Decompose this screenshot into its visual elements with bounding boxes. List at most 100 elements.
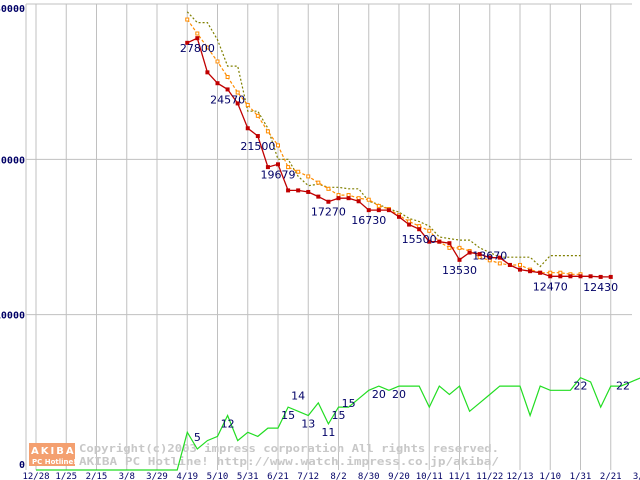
data-label: 17270	[311, 206, 346, 219]
data-label: 22	[616, 380, 630, 393]
x-tick-label: 3/8	[119, 472, 135, 480]
data-label: 19679	[261, 168, 296, 181]
min-price-marker	[215, 81, 220, 86]
data-label: 15	[342, 397, 356, 410]
min-price-marker	[397, 214, 401, 219]
min-price-marker	[518, 267, 522, 272]
data-label: 5	[194, 431, 201, 444]
average-price-marker	[497, 261, 502, 266]
data-label: 16730	[351, 214, 386, 227]
min-price-marker	[608, 274, 613, 279]
data-label: 15500	[402, 233, 437, 246]
x-tick-label: 11/1	[449, 472, 471, 480]
min-price-marker	[386, 208, 391, 213]
min-price-marker	[417, 227, 422, 232]
x-tick-label: 5/10	[207, 472, 229, 480]
data-label: 12	[221, 417, 235, 430]
min-price-marker	[528, 269, 533, 274]
data-labels: 27800 24570 21500 19679 17270 16730 15500 13530…	[180, 42, 630, 444]
average-price-line	[186, 19, 581, 275]
average-price-marker	[407, 219, 412, 224]
y-tick-label: 20000	[0, 155, 25, 166]
average-price-marker	[366, 197, 371, 202]
min-price-marker	[195, 36, 200, 41]
min-price-marker	[538, 270, 543, 275]
x-tick-label: 9/20	[388, 472, 410, 480]
average-price-marker	[518, 262, 522, 267]
data-label: 21500	[240, 140, 275, 153]
average-price-marker	[336, 193, 341, 198]
x-tick-label: 3/29	[146, 472, 168, 480]
min-price-marker	[205, 70, 210, 75]
x-tick-label: 2/15	[86, 472, 108, 480]
data-label: 27800	[180, 42, 215, 55]
data-label: 13	[301, 417, 315, 430]
average-price-marker	[235, 90, 240, 95]
average-price-marker	[286, 165, 291, 170]
x-tick-label: 6/21	[267, 472, 289, 480]
x-tick-label: 8/2	[330, 472, 346, 480]
x-tick-label: 5/31	[237, 472, 259, 480]
min-price-marker	[598, 274, 603, 279]
copyright-line-2: AKIBA PC Hotline! http://www.watch.impre…	[79, 455, 499, 468]
data-label: 12430	[583, 281, 618, 294]
logo-text-bottom: PC Hotline!	[32, 458, 76, 466]
min-price-marker	[457, 257, 462, 262]
min-price-marker	[578, 274, 583, 279]
average-price-marker	[447, 245, 452, 250]
average-price-marker	[255, 113, 260, 118]
x-tick-label: 8/30	[358, 472, 380, 480]
data-label: 14	[291, 389, 305, 402]
y-axis-ticks: 0 10000 20000 30000	[0, 4, 25, 471]
x-tick-label: 7/12	[297, 472, 319, 480]
logo-text-top: AKIBA	[31, 446, 76, 457]
average-price-marker	[296, 169, 301, 174]
average-price-marker	[316, 180, 321, 185]
average-price-marker	[548, 270, 553, 275]
data-label: 24570	[210, 93, 245, 106]
data-label: 20	[392, 388, 406, 401]
min-price-marker	[265, 165, 270, 170]
average-price-marker	[195, 31, 200, 36]
average-price-marker	[265, 129, 270, 134]
x-tick-label: 10/11	[416, 472, 443, 480]
logo-box-bottom	[29, 456, 75, 466]
min-price-marker	[487, 255, 492, 260]
average-price-marker	[346, 193, 351, 198]
average-price-marker	[427, 228, 432, 233]
min-price-marker	[286, 188, 291, 193]
min-price-marker	[346, 196, 351, 201]
average-price-marker	[558, 270, 563, 275]
min-price-marker	[336, 196, 341, 201]
x-tick-label: 1/10	[539, 472, 561, 480]
average-price-marker	[245, 102, 250, 107]
copyright-line-1: Copyright(c)2003 impress corporation All…	[79, 442, 499, 455]
grid-lines	[25, 3, 632, 470]
min-price-marker	[588, 274, 593, 279]
x-tick-label: 12/28	[22, 472, 49, 480]
x-axis-ticks: 12/28 1/25 2/15 3/8 3/29 4/19 5/10 5/31 6/21 7/12…	[22, 472, 640, 480]
min-price-marker	[568, 274, 573, 279]
y-tick-label: 10000	[0, 311, 25, 322]
min-price-marker	[467, 250, 472, 255]
average-price-marker	[417, 224, 422, 229]
logo-box-top	[29, 443, 75, 456]
min-price-marker	[356, 199, 361, 204]
average-price-marker	[185, 17, 190, 22]
shop-count-line	[36, 376, 640, 471]
watermark: AKIBA PC Hotline! Copyright(c)2003 impre…	[29, 442, 499, 468]
x-tick-label: 1/25	[55, 472, 77, 480]
min-price-marker	[306, 189, 311, 194]
x-tick-label: 12/13	[506, 472, 533, 480]
data-label: 13530	[442, 264, 477, 277]
min-price-marker	[245, 126, 250, 131]
x-tick-label: 4/19	[176, 472, 198, 480]
min-price-marker	[437, 239, 442, 244]
min-price-marker	[497, 255, 502, 260]
y-tick-label: 30000	[0, 4, 25, 15]
min-price-marker	[407, 222, 412, 227]
min-price-marker	[376, 208, 381, 213]
average-price-marker	[376, 203, 381, 208]
average-price-marker	[276, 143, 280, 148]
